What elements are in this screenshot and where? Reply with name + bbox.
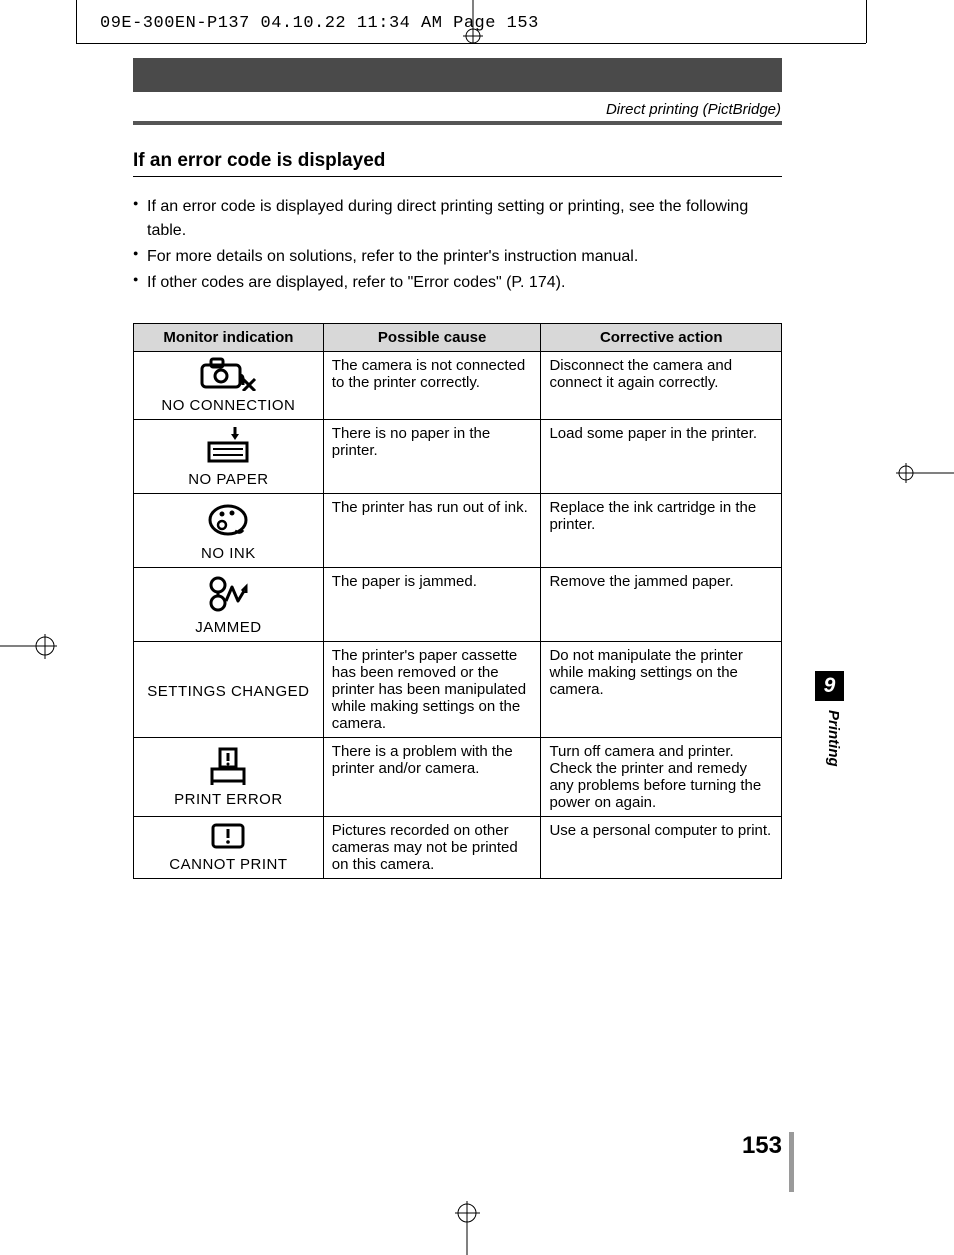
indicator-label: PRINT ERROR (174, 791, 283, 808)
indicator-label: JAMMED (195, 619, 261, 636)
crop-registration-right (894, 463, 954, 483)
no-paper-icon (205, 425, 251, 465)
indicator-label: NO INK (201, 545, 256, 562)
table-header: Corrective action (541, 324, 782, 352)
cause-cell: There is a problem with the printer and/… (323, 738, 541, 817)
table-row: JAMMED The paper is jammed. Remove the j… (134, 568, 782, 642)
cannot-print-icon (210, 822, 246, 850)
action-cell: Use a personal computer to print. (541, 817, 782, 879)
cause-cell: The printer has run out of ink. (323, 494, 541, 568)
table-row: NO INK The printer has run out of ink. R… (134, 494, 782, 568)
bullet-item: If other codes are displayed, refer to "… (133, 271, 782, 295)
cause-cell: The paper is jammed. (323, 568, 541, 642)
crop-mark (866, 0, 867, 43)
indicator-label: SETTINGS CHANGED (147, 683, 309, 700)
header-rule (133, 121, 782, 125)
header-bar (133, 58, 782, 92)
table-row: CANNOT PRINT Pictures recorded on other … (134, 817, 782, 879)
action-cell: Turn off camera and printer. Check the p… (541, 738, 782, 817)
page-number-bar (789, 1132, 794, 1192)
section-rule (133, 176, 782, 177)
crop-registration-bottom (455, 1200, 480, 1255)
jammed-icon (206, 573, 250, 613)
action-cell: Do not manipulate the printer while maki… (541, 642, 782, 738)
table-header: Monitor indication (134, 324, 324, 352)
table-row: NO CONNECTION The camera is not connecte… (134, 352, 782, 420)
bullet-list: If an error code is displayed during dir… (133, 195, 782, 295)
camera-disconnect-icon (199, 357, 257, 391)
table-row: SETTINGS CHANGED The printer's paper cas… (134, 642, 782, 738)
indicator-label: NO PAPER (188, 471, 268, 488)
cause-cell: There is no paper in the printer. (323, 420, 541, 494)
cause-cell: Pictures recorded on other cameras may n… (323, 817, 541, 879)
error-table: Monitor indication Possible cause Correc… (133, 323, 782, 879)
section-title: If an error code is displayed (133, 150, 782, 172)
action-cell: Disconnect the camera and connect it aga… (541, 352, 782, 420)
crop-registration-left (0, 634, 60, 659)
table-header: Possible cause (323, 324, 541, 352)
running-header: Direct printing (PictBridge) (606, 101, 781, 118)
print-error-icon (208, 747, 248, 785)
no-ink-icon (205, 499, 251, 539)
cause-cell: The printer's paper cassette has been re… (323, 642, 541, 738)
action-cell: Load some paper in the printer. (541, 420, 782, 494)
indicator-label: CANNOT PRINT (169, 856, 287, 873)
chapter-label: Printing (825, 710, 842, 767)
slug-line: 09E-300EN-P137 04.10.22 11:34 AM Page 15… (100, 14, 539, 33)
cause-cell: The camera is not connected to the print… (323, 352, 541, 420)
action-cell: Remove the jammed paper. (541, 568, 782, 642)
table-row: PRINT ERROR There is a problem with the … (134, 738, 782, 817)
bullet-item: If an error code is displayed during dir… (133, 195, 782, 243)
action-cell: Replace the ink cartridge in the printer… (541, 494, 782, 568)
table-row: NO PAPER There is no paper in the printe… (134, 420, 782, 494)
bullet-item: For more details on solutions, refer to … (133, 245, 782, 269)
indicator-label: NO CONNECTION (161, 397, 295, 414)
crop-mark (76, 0, 77, 43)
chapter-tab: 9 (815, 671, 844, 701)
page-number: 153 (742, 1132, 782, 1160)
